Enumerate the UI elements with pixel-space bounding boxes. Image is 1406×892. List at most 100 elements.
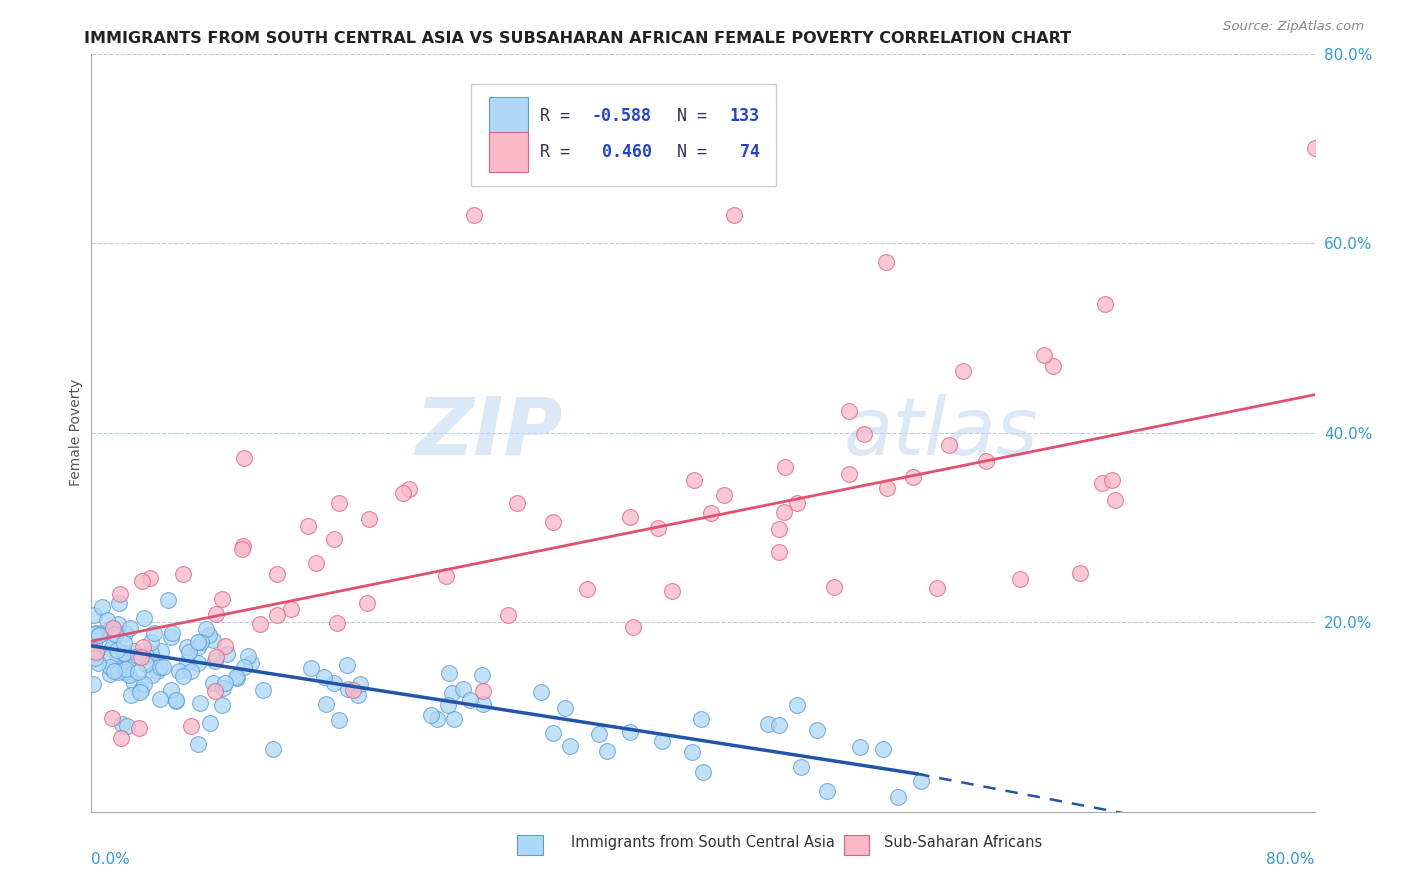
Point [98,667,121,681]
Text: ZIP: ZIP [415,393,562,472]
Point [887,790,910,805]
Point [132,611,155,625]
Point [118,621,141,635]
Point [240,656,263,670]
Point [336,658,359,673]
Point [342,682,364,697]
Point [1091,476,1114,491]
Point [180,719,202,733]
Point [619,509,641,524]
Point [146,664,169,678]
Point [713,488,735,502]
Point [205,649,228,664]
Point [322,676,344,690]
Point [768,545,790,559]
Point [83,608,105,623]
Point [453,681,475,696]
Point [82,677,104,691]
Point [458,693,481,707]
Point [661,583,683,598]
Point [134,676,156,690]
Point [128,685,150,699]
Point [180,664,202,678]
Point [124,644,146,658]
Point [541,516,564,530]
Point [1069,566,1091,580]
Text: Source: ZipAtlas.com: Source: ZipAtlas.com [1223,20,1364,33]
Text: 74: 74 [730,143,759,161]
Point [100,649,122,664]
Point [266,566,288,581]
Point [131,640,153,654]
Point [938,437,960,451]
Point [115,657,138,672]
Point [84,625,107,640]
Text: 0.460: 0.460 [592,143,652,161]
Point [838,467,860,481]
Point [152,659,174,673]
Point [129,649,152,664]
Point [160,625,183,640]
Point [112,665,135,679]
Point [471,684,494,698]
Point [901,469,924,483]
Point [690,712,713,726]
Point [141,668,163,682]
Point [112,646,135,660]
Point [187,737,209,751]
Point [252,682,274,697]
Point [326,615,349,630]
Point [872,742,894,756]
Point [84,629,107,643]
Point [651,733,673,747]
Point [111,717,134,731]
Point [107,665,129,679]
Point [104,627,127,641]
Point [214,639,236,653]
Point [472,697,495,711]
Point [198,716,221,731]
Point [299,661,322,675]
Point [101,638,124,652]
Point [128,721,150,735]
Point [114,626,136,640]
Point [187,656,209,670]
Point [723,208,745,222]
Text: 0.0%: 0.0% [91,852,131,867]
Point [875,255,898,269]
Point [204,684,226,698]
Point [160,630,183,644]
Point [187,634,209,648]
Point [231,542,253,557]
Point [127,665,149,680]
Point [232,539,254,553]
Point [83,650,105,665]
Point [120,688,142,702]
Point [148,660,170,674]
Point [90,626,112,640]
Point [226,672,249,686]
Point [135,657,157,671]
Point [786,698,808,712]
Point [100,621,122,635]
Point [337,682,360,697]
Point [789,760,811,774]
Point [312,670,335,684]
Point [98,660,121,674]
Point [426,712,449,726]
Point [554,701,576,715]
Point [142,626,165,640]
Point [87,657,110,671]
Point [420,708,443,723]
Point [150,643,173,657]
FancyBboxPatch shape [489,96,529,136]
Point [434,569,457,583]
Point [179,645,201,659]
Point [225,670,247,684]
Point [768,522,790,536]
Point [437,698,460,712]
Point [530,684,553,698]
Point [647,521,669,535]
Point [112,661,135,675]
Point [139,571,162,585]
